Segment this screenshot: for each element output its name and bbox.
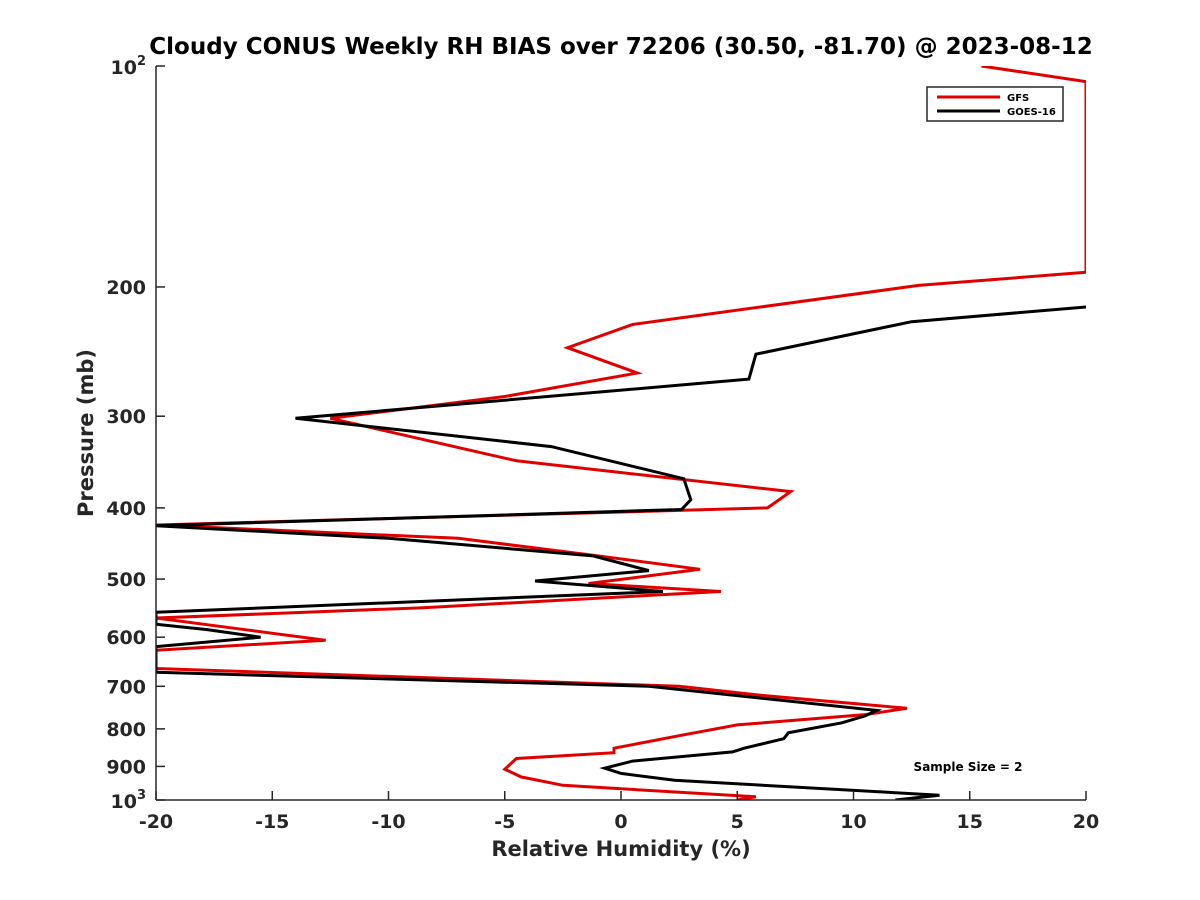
legend-label-goes-16: GOES-16 — [1007, 107, 1056, 118]
y-tick-label: 900 — [106, 756, 146, 778]
x-tick-label: -15 — [255, 811, 289, 833]
x-tick-label: -10 — [371, 811, 405, 833]
y-tick-label: 500 — [106, 569, 146, 591]
legend-label-gfs: GFS — [1007, 93, 1029, 104]
x-tick-label: 5 — [731, 811, 744, 833]
y-tick-label-exponent: 3 — [137, 788, 146, 803]
x-tick-label: -20 — [139, 811, 173, 833]
plot-area — [155, 66, 1086, 801]
y-axis-label: Pressure (mb) — [74, 349, 98, 517]
y-tick-label: 700 — [106, 676, 146, 698]
y-tick-label-base: 10 — [111, 57, 137, 79]
legend: GFS GOES-16 — [926, 86, 1064, 122]
x-axis: -20 -15 -10 -5 0 5 10 15 20 — [139, 791, 1099, 833]
y-tick-label: 300 — [106, 406, 146, 428]
x-axis-label: Relative Humidity (%) — [491, 837, 750, 861]
y-tick-label: 800 — [106, 719, 146, 741]
y-tick-label: 102 — [111, 54, 147, 79]
y-tick-label: 103 — [111, 788, 147, 813]
y-tick-label: 200 — [106, 277, 146, 299]
y-tick-label: 400 — [106, 498, 146, 520]
x-tick-label: 0 — [614, 811, 627, 833]
x-tick-label: 10 — [840, 811, 866, 833]
sample-size-annotation: Sample Size = 2 — [914, 760, 1023, 774]
chart-title: Cloudy CONUS Weekly RH BIAS over 72206 (… — [149, 34, 1092, 60]
legend-box — [926, 86, 1064, 122]
y-tick-label: 600 — [106, 627, 146, 649]
x-tick-label: -5 — [494, 811, 515, 833]
y-tick-label-exponent: 2 — [137, 54, 146, 69]
x-tick-label: 15 — [957, 811, 983, 833]
y-tick-label-base: 10 — [111, 791, 137, 813]
series-line-goes-16 — [156, 305, 1086, 800]
x-tick-label: 20 — [1073, 811, 1099, 833]
series-line-gfs — [156, 66, 1086, 800]
